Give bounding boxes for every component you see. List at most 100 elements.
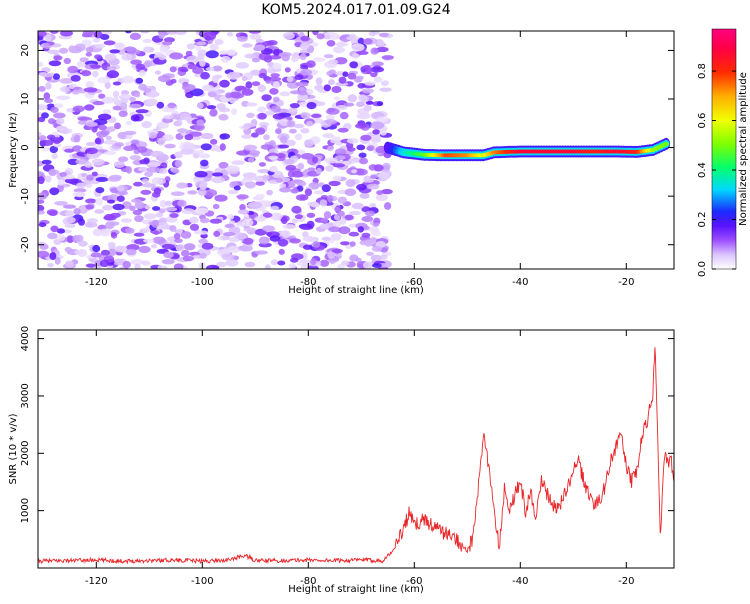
noise-blob bbox=[366, 251, 374, 256]
noise-blob bbox=[182, 255, 195, 262]
noise-blob bbox=[112, 105, 123, 111]
noise-blob bbox=[296, 180, 307, 187]
noise-blob bbox=[101, 204, 114, 211]
noise-blob bbox=[249, 69, 262, 76]
noise-blob bbox=[263, 55, 273, 63]
heatmap-ytick-label: 0 bbox=[20, 144, 31, 150]
noise-blob bbox=[84, 104, 95, 111]
noise-blob bbox=[247, 157, 255, 163]
snr-ytick-label: 3000 bbox=[20, 383, 31, 408]
noise-blob bbox=[218, 114, 229, 121]
noise-blob bbox=[97, 77, 111, 84]
noise-blob bbox=[138, 83, 148, 91]
heatmap-ytick-label: -20 bbox=[20, 237, 31, 253]
noise-blob bbox=[172, 168, 180, 174]
noise-blob bbox=[295, 81, 309, 87]
noise-blob bbox=[373, 164, 384, 172]
noise-blob bbox=[258, 236, 270, 245]
noise-blob bbox=[204, 170, 214, 179]
noise-blob bbox=[335, 42, 349, 47]
noise-blob bbox=[187, 190, 198, 195]
noise-blob bbox=[255, 38, 264, 44]
noise-blob bbox=[54, 201, 68, 206]
noise-blob bbox=[348, 231, 360, 237]
noise-blob bbox=[121, 75, 135, 84]
noise-blob bbox=[198, 238, 208, 244]
noise-blob bbox=[121, 53, 133, 61]
noise-blob bbox=[157, 264, 165, 269]
noise-blob bbox=[143, 88, 152, 93]
noise-blob bbox=[251, 132, 259, 138]
noise-blob bbox=[95, 177, 109, 182]
noise-blob bbox=[41, 112, 49, 119]
noise-blob bbox=[322, 133, 335, 139]
noise-blob bbox=[364, 239, 373, 247]
noise-blob bbox=[300, 128, 310, 134]
noise-blob bbox=[363, 38, 373, 45]
noise-blob bbox=[182, 84, 196, 91]
noise-blob bbox=[136, 146, 148, 153]
noise-blob bbox=[75, 234, 84, 243]
noise-blob bbox=[163, 114, 174, 120]
heatmap-xtick-label: -40 bbox=[512, 277, 528, 288]
noise-blob bbox=[288, 128, 297, 134]
noise-blob bbox=[243, 144, 258, 151]
noise-blob bbox=[46, 209, 58, 216]
noise-blob bbox=[74, 250, 84, 255]
noise-blob bbox=[226, 71, 241, 80]
noise-blob bbox=[157, 138, 166, 146]
noise-blob bbox=[316, 33, 325, 40]
noise-blob bbox=[254, 250, 268, 255]
noise-blob bbox=[85, 52, 93, 57]
noise-blob bbox=[379, 254, 388, 260]
noise-blob bbox=[155, 212, 164, 218]
noise-blob bbox=[361, 216, 374, 222]
noise-blob bbox=[312, 156, 319, 164]
noise-blob bbox=[107, 176, 121, 182]
noise-blob bbox=[67, 65, 79, 74]
noise-blob bbox=[103, 40, 116, 46]
noise-blob bbox=[164, 200, 173, 207]
noise-blob bbox=[257, 84, 266, 93]
noise-blob bbox=[321, 236, 332, 241]
noise-blob bbox=[243, 237, 254, 245]
noise-blob bbox=[299, 49, 310, 54]
noise-blob bbox=[134, 93, 141, 98]
noise-blob bbox=[230, 108, 238, 116]
noise-blob bbox=[38, 85, 46, 92]
heatmap-xtick-label: -20 bbox=[618, 277, 634, 288]
noise-blob bbox=[94, 138, 102, 145]
noise-blob bbox=[302, 235, 315, 242]
noise-blob bbox=[356, 112, 371, 120]
noise-blob bbox=[107, 242, 116, 247]
noise-blob bbox=[135, 77, 144, 84]
noise-blob bbox=[227, 245, 241, 253]
colorbar-tick-label: 0.8 bbox=[697, 63, 708, 79]
noise-blob bbox=[41, 159, 52, 165]
noise-blob bbox=[361, 232, 371, 238]
heatmap-ytick-label: 10 bbox=[20, 93, 31, 106]
noise-blob bbox=[344, 188, 357, 196]
noise-blob bbox=[56, 228, 66, 234]
noise-blob bbox=[247, 150, 261, 156]
noise-blob bbox=[169, 52, 184, 60]
noise-blob bbox=[174, 159, 183, 168]
noise-blob bbox=[375, 194, 389, 202]
noise-blob bbox=[288, 263, 297, 269]
noise-blob bbox=[177, 199, 187, 207]
noise-blob bbox=[141, 260, 151, 266]
noise-blob bbox=[212, 65, 223, 72]
noise-blob bbox=[100, 249, 110, 256]
noise-blob bbox=[151, 244, 158, 249]
noise-blob bbox=[279, 187, 292, 193]
noise-blob bbox=[337, 127, 349, 133]
noise-blob bbox=[52, 73, 61, 80]
noise-blob bbox=[226, 49, 236, 56]
noise-blob bbox=[370, 254, 383, 261]
noise-blob bbox=[326, 40, 336, 47]
noise-blob bbox=[38, 171, 45, 178]
noise-blob bbox=[51, 153, 58, 160]
noise-blob bbox=[151, 219, 159, 228]
heatmap-ylabel: Frequency (Hz) bbox=[8, 112, 19, 188]
noise-blob bbox=[153, 230, 160, 235]
